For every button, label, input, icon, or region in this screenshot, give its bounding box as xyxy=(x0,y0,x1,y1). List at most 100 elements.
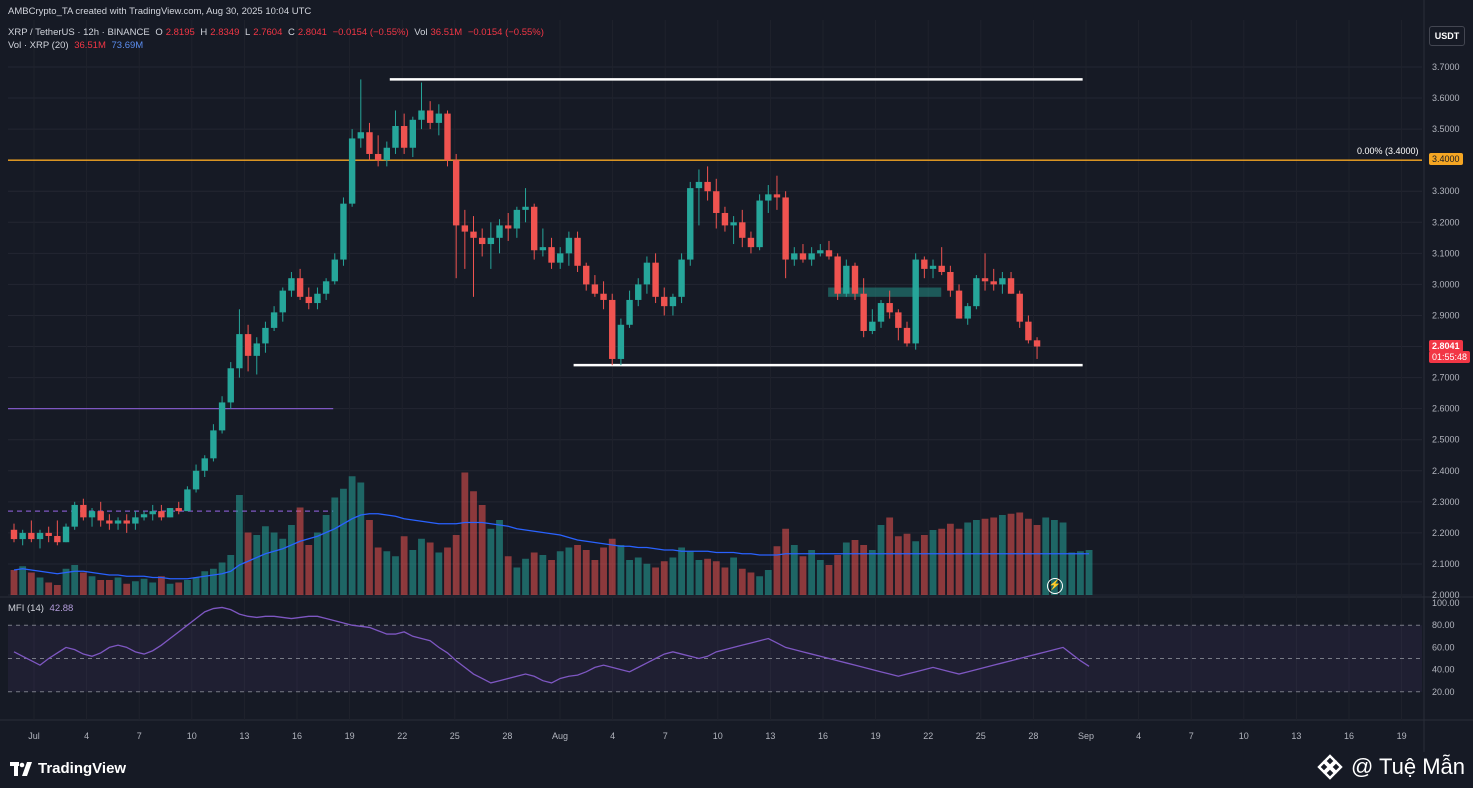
candle-body xyxy=(383,147,391,161)
volume-bar xyxy=(140,578,148,595)
time-tick-label: 10 xyxy=(187,731,197,741)
candle-body xyxy=(296,278,304,297)
symbol-legend[interactable]: XRP / TetherUS · 12h · BINANCE O 2.8195 H… xyxy=(8,27,547,38)
replay-icon[interactable]: ⚡ xyxy=(1047,578,1063,594)
volume-bar xyxy=(444,547,451,595)
volume-bar xyxy=(920,535,928,595)
volume-bar xyxy=(400,536,408,595)
volume-bar xyxy=(886,517,894,595)
candle-body xyxy=(721,212,729,226)
price-chart[interactable]: 3.7000 3.6000 3.5000 3.4000 3.3000 3.2000 3.10… xyxy=(0,0,1473,752)
time-tick-label: 28 xyxy=(1028,731,1038,741)
mfi-indicator-label[interactable]: MFI (14) xyxy=(8,603,44,614)
time-tick-label: 28 xyxy=(502,731,512,741)
time-tick-label: 19 xyxy=(871,731,881,741)
watermark-text: @ Tuệ Mẫn xyxy=(1350,754,1465,779)
volume-bar xyxy=(340,488,347,595)
volume-bar xyxy=(227,555,235,595)
candle-body xyxy=(522,206,529,210)
volume-bar xyxy=(600,547,607,595)
candle-body xyxy=(184,489,191,512)
volume-bar xyxy=(478,505,486,595)
volume-bar xyxy=(184,580,191,595)
candle-body xyxy=(1007,278,1015,294)
close-label: C xyxy=(288,27,295,38)
candle-body xyxy=(513,209,521,229)
volume-ma-value: 73.69M xyxy=(111,40,144,51)
time-axis[interactable]: Jul 4 7 10 13 16 19 22 25 28 Aug 4 7 10 13 16 19 22 25 28 Se… xyxy=(28,731,1406,741)
candle-body xyxy=(617,324,625,359)
volume-bar xyxy=(296,507,304,595)
volume-bar xyxy=(747,572,755,595)
volume-bar xyxy=(1068,552,1076,595)
candle-body xyxy=(97,511,104,521)
time-tick-label: 16 xyxy=(818,731,828,741)
drawn-levels[interactable] xyxy=(8,78,1422,512)
candle-body xyxy=(808,253,815,260)
volume-bar xyxy=(912,541,920,595)
candle-body xyxy=(340,203,347,260)
mfi-tick-label: 80.00 xyxy=(1432,620,1455,630)
volume-bar xyxy=(88,576,96,595)
volume-bar xyxy=(894,536,902,595)
volume-bar xyxy=(331,497,339,595)
volume-bar xyxy=(418,538,425,595)
price-tick-label: 2.5000 xyxy=(1432,435,1460,445)
candle-body xyxy=(851,265,859,294)
drawn-zones[interactable] xyxy=(828,287,942,297)
candle-body xyxy=(531,206,538,251)
candle-body xyxy=(192,470,200,490)
time-tick-label: 13 xyxy=(765,731,775,741)
candle-body xyxy=(626,299,633,325)
mfi-tick-label: 60.00 xyxy=(1432,642,1455,652)
candle-body xyxy=(652,262,659,297)
volume-legend[interactable]: Vol · XRP (20) 36.51M 73.69M xyxy=(8,40,146,51)
time-tick-label: 10 xyxy=(1239,731,1249,741)
volume-indicator-label[interactable]: Vol · XRP (20) xyxy=(8,40,69,51)
volume-bar xyxy=(105,580,113,595)
volume-bar xyxy=(565,547,573,595)
candle-body xyxy=(106,520,113,524)
volume-bar xyxy=(1085,550,1093,595)
price-tick-label: 3.6000 xyxy=(1432,93,1460,103)
volume-bar xyxy=(409,550,417,595)
volume-bar xyxy=(998,515,1006,595)
candle-body xyxy=(895,312,902,328)
mfi-legend[interactable]: MFI (14) 42.88 xyxy=(8,603,76,614)
volume-bar xyxy=(218,562,226,595)
price-tick-label: 3.1000 xyxy=(1432,248,1460,258)
candle-body xyxy=(1033,340,1041,347)
candle-body xyxy=(132,517,139,524)
currency-button[interactable]: USDT xyxy=(1429,26,1465,46)
high-label: H xyxy=(200,27,208,38)
volume-bar xyxy=(166,583,174,595)
symbol-name[interactable]: XRP / TetherUS · 12h · BINANCE xyxy=(8,27,150,38)
volume-bar xyxy=(175,582,183,595)
candle-body xyxy=(54,535,61,543)
candle-body xyxy=(80,504,87,518)
candle-body xyxy=(747,237,755,248)
mfi-polyline xyxy=(13,606,1090,684)
candle-body xyxy=(817,250,824,254)
candle-body xyxy=(799,253,807,260)
candle-body xyxy=(903,327,911,344)
volume-bar xyxy=(504,556,512,595)
candle-body xyxy=(305,296,312,304)
volume-bar xyxy=(773,546,781,595)
volume-bar xyxy=(19,566,27,595)
candle-body xyxy=(877,303,885,322)
tradingview-logo[interactable]: TradingView xyxy=(10,760,126,777)
candle-body xyxy=(400,126,408,148)
price-tick-label: 2.3000 xyxy=(1432,497,1460,507)
volume-bar xyxy=(860,545,868,595)
candle-body xyxy=(227,368,234,403)
candle-body xyxy=(244,334,252,356)
candle-body xyxy=(19,532,26,540)
time-tick-label: 19 xyxy=(345,731,355,741)
candle-body xyxy=(860,293,867,331)
volume-bar xyxy=(721,567,729,595)
candle-body xyxy=(609,299,616,359)
candle-body xyxy=(1016,293,1023,322)
vol-value: 36.51M xyxy=(430,27,463,38)
price-tick-label: 2.6000 xyxy=(1432,404,1460,414)
